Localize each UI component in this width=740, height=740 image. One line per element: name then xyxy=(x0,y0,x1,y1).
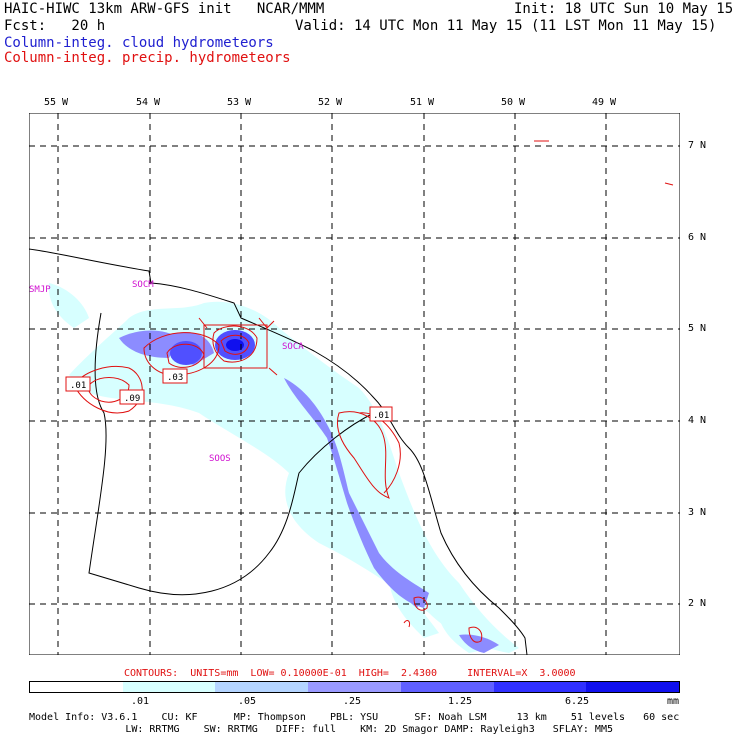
precip-contours xyxy=(73,140,674,643)
lon-label: 50 W xyxy=(501,97,526,108)
color-bin xyxy=(493,682,587,692)
lon-label: 52 W xyxy=(318,97,343,108)
color-bin xyxy=(586,682,680,692)
lon-label: 51 W xyxy=(410,97,435,108)
lat-label: 4 N xyxy=(688,415,707,426)
valid-time: Valid: 14 UTC Mon 11 May 15 (11 LST Mon … xyxy=(295,18,717,34)
station-label: SMJP xyxy=(29,285,51,295)
lat-label: 5 N xyxy=(688,323,707,334)
contours-info: CONTOURS: UNITS=mm LOW= 0.10000E-01 HIGH… xyxy=(124,668,576,679)
lon-label: 55 W xyxy=(44,97,69,108)
lat-label: 2 N xyxy=(688,598,707,609)
colorbar-label: 6.25 xyxy=(565,696,590,707)
lat-label: 3 N xyxy=(688,507,707,518)
legend-precip: Column-integ. precip. hydrometeors xyxy=(4,50,291,66)
color-bin xyxy=(30,682,123,692)
legend-cloud: Column-integ. cloud hydrometeors xyxy=(4,35,274,51)
station-label: SOCA xyxy=(282,342,304,352)
station-labels: SMJP SOCM SOCA SOOS xyxy=(29,280,304,464)
color-bar xyxy=(29,681,680,693)
lat-lon-grid xyxy=(29,113,680,655)
color-bin xyxy=(122,682,216,692)
color-bin xyxy=(400,682,494,692)
station-label: SOOS xyxy=(209,454,231,464)
color-bin xyxy=(215,682,309,692)
station-label: SOCM xyxy=(132,280,154,290)
colorbar-label: 1.25 xyxy=(448,696,473,707)
lon-label: 53 W xyxy=(227,97,252,108)
forecast-hour: Fcst: 20 h xyxy=(4,18,106,34)
color-bin xyxy=(308,682,401,692)
model-info-line2: LW: RRTMG SW: RRTMG DIFF: full KM: 2D Sm… xyxy=(29,724,613,735)
map-panel: .01 .09 .03 .01 SMJP SOCM SOCA SOOS xyxy=(29,113,680,655)
lon-label: 54 W xyxy=(136,97,161,108)
contour-label-group: .01 .09 .03 .01 xyxy=(65,368,393,422)
colorbar-label: .05 xyxy=(238,696,257,707)
model-info-line1: Model Info: V3.6.1 CU: KF MP: Thompson P… xyxy=(29,712,680,723)
lon-label: 49 W xyxy=(592,97,617,108)
colorbar-label: .01 xyxy=(131,696,150,707)
coastline xyxy=(29,248,528,655)
colorbar-unit: mm xyxy=(667,696,680,707)
lat-label: 7 N xyxy=(688,140,707,151)
contour-label: .01 xyxy=(70,381,86,391)
contour-label: .03 xyxy=(167,373,183,383)
contour-label: .01 xyxy=(373,411,389,421)
lat-label: 6 N xyxy=(688,232,707,243)
init-time: Init: 18 UTC Sun 10 May 15 xyxy=(514,1,734,17)
contour-label: .09 xyxy=(124,394,140,404)
model-title: HAIC-HIWC 13km ARW-GFS init NCAR/MMM xyxy=(4,1,325,17)
colorbar-label: .25 xyxy=(343,696,362,707)
